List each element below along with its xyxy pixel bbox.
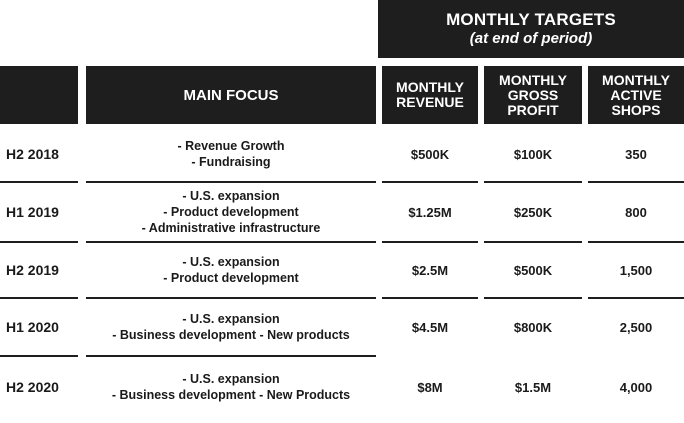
revenue-cell: $4.5M xyxy=(411,319,449,335)
main-focus-cell: - U.S. expansion - Product development xyxy=(86,244,376,296)
focus-item: - Business development - New products xyxy=(112,328,350,342)
row-divider xyxy=(484,181,582,183)
table-row: H2 2019 - U.S. expansion - Product devel… xyxy=(0,244,684,296)
gross-profit-cell: $100K xyxy=(513,146,553,162)
row-divider xyxy=(588,297,684,299)
main-focus-cell: - U.S. expansion - Business development … xyxy=(86,360,376,414)
gross-profit-cell: $1.5M xyxy=(514,379,552,395)
revenue-cell: $2.5M xyxy=(411,262,449,278)
gross-header-line: PROFIT xyxy=(507,101,559,118)
focus-item: - Business development - New Products xyxy=(111,388,351,402)
gross-profit-cell: $800K xyxy=(513,319,553,335)
focus-item: - Product development xyxy=(163,205,299,219)
period-column-header xyxy=(0,66,78,124)
gross-profit-cell: $250K xyxy=(513,204,553,220)
focus-item: - Revenue Growth xyxy=(177,139,285,153)
row-divider xyxy=(382,297,478,299)
monthly-targets-subtitle: (at end of period) xyxy=(469,30,593,47)
table-row: H1 2019 - U.S. expansion - Product devel… xyxy=(0,184,684,240)
active-shops-cell: 1,500 xyxy=(619,262,653,278)
row-divider xyxy=(0,355,78,357)
table-row: H1 2020 - U.S. expansion - Business deve… xyxy=(0,300,684,354)
main-focus-cell: - U.S. expansion - Business development … xyxy=(86,300,376,354)
shops-header-line: ACTIVE xyxy=(610,86,662,103)
revenue-header-line: REVENUE xyxy=(396,94,464,110)
period-cell: H2 2020 xyxy=(6,379,59,395)
focus-item: - U.S. expansion xyxy=(182,372,280,386)
focus-item: - U.S. expansion xyxy=(182,189,280,203)
row-divider xyxy=(0,297,78,299)
monthly-gross-profit-header: MONTHLY GROSS PROFIT xyxy=(484,66,582,124)
active-shops-cell: 350 xyxy=(625,146,647,162)
shops-header-line: SHOPS xyxy=(611,101,661,118)
focus-item: - Fundraising xyxy=(191,155,271,169)
monthly-targets-title: MONTHLY TARGETS xyxy=(446,10,616,29)
focus-item: - U.S. expansion xyxy=(182,312,280,326)
row-divider xyxy=(86,297,376,299)
focus-item: - U.S. expansion xyxy=(182,255,280,269)
active-shops-cell: 800 xyxy=(625,204,647,220)
revenue-header-line: MONTHLY xyxy=(396,79,464,95)
main-focus-label: MAIN FOCUS xyxy=(183,86,279,104)
revenue-cell: $1.25M xyxy=(408,204,452,220)
revenue-cell: $8M xyxy=(417,379,443,395)
revenue-cell: $500K xyxy=(410,146,450,162)
main-focus-cell: - Revenue Growth - Fundraising xyxy=(86,128,376,180)
row-divider xyxy=(382,181,478,183)
active-shops-cell: 2,500 xyxy=(619,319,653,335)
period-cell: H1 2019 xyxy=(6,204,59,220)
row-divider xyxy=(86,355,376,357)
row-divider xyxy=(86,241,376,243)
row-divider xyxy=(588,241,684,243)
gross-profit-cell: $500K xyxy=(513,262,553,278)
row-divider xyxy=(588,181,684,183)
gross-header-line: GROSS xyxy=(507,86,559,103)
monthly-revenue-header: MONTHLY REVENUE xyxy=(382,66,478,124)
main-focus-header: MAIN FOCUS xyxy=(86,66,376,124)
gross-header-line: MONTHLY xyxy=(499,71,567,88)
table-row: H2 2020 - U.S. expansion - Business deve… xyxy=(0,360,684,414)
row-divider xyxy=(0,181,78,183)
shops-header-line: MONTHLY xyxy=(602,71,670,88)
active-shops-cell: 4,000 xyxy=(619,379,653,395)
main-focus-cell: - U.S. expansion - Product development -… xyxy=(86,184,376,240)
focus-item: - Administrative infrastructure xyxy=(141,221,321,235)
row-divider xyxy=(86,181,376,183)
monthly-targets-header: MONTHLY TARGETS (at end of period) xyxy=(378,0,684,58)
row-divider xyxy=(382,241,478,243)
row-divider xyxy=(484,241,582,243)
monthly-active-shops-header: MONTHLY ACTIVE SHOPS xyxy=(588,66,684,124)
period-cell: H2 2019 xyxy=(6,262,59,278)
table-row: H2 2018 - Revenue Growth - Fundraising $… xyxy=(0,128,684,180)
row-divider xyxy=(484,297,582,299)
period-cell: H2 2018 xyxy=(6,146,59,162)
period-cell: H1 2020 xyxy=(6,319,59,335)
focus-item: - Product development xyxy=(163,271,299,285)
row-divider xyxy=(0,241,78,243)
